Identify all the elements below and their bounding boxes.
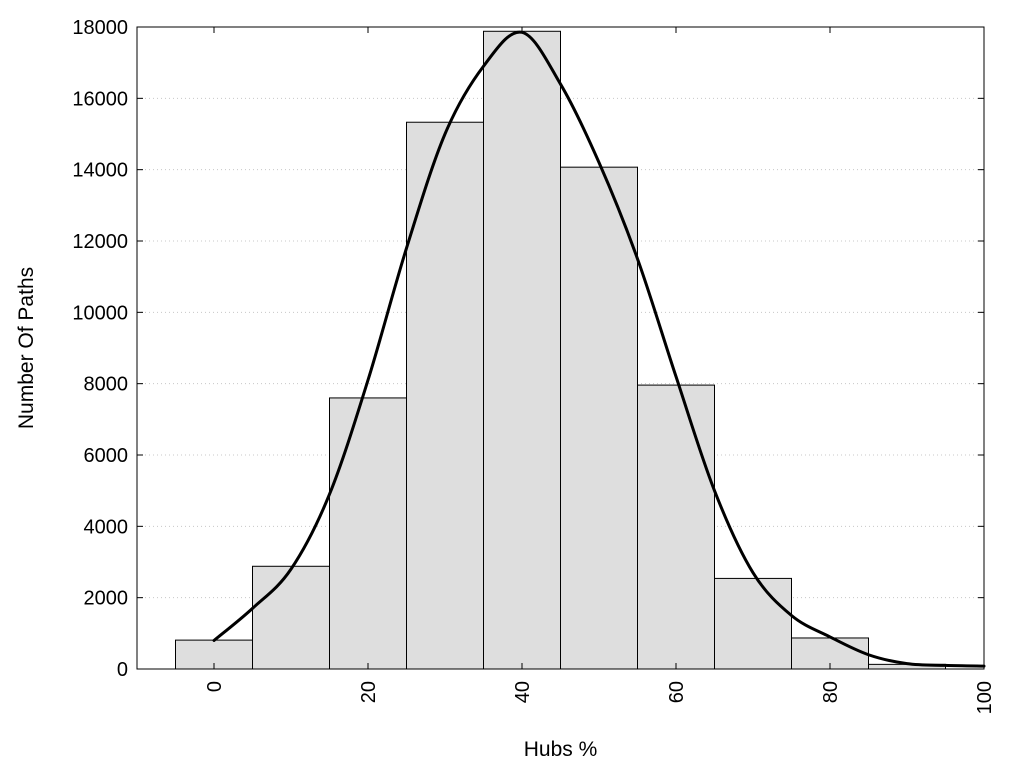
- histogram-bar: [714, 577, 792, 670]
- histogram-bar: [406, 121, 484, 670]
- y-tick-label: 8000: [84, 374, 129, 396]
- x-tick-label: 40: [512, 681, 534, 703]
- x-axis-title: Hubs %: [524, 738, 598, 761]
- histogram-bar: [329, 397, 407, 670]
- x-tick-label: 60: [666, 681, 688, 703]
- plot-frame: [136, 26, 985, 670]
- y-tick-label: 14000: [72, 160, 128, 182]
- histogram-bars: [175, 30, 946, 670]
- density-curve-line: [212, 30, 986, 668]
- y-tick-label: 16000: [72, 88, 128, 110]
- y-tick-label: 2000: [84, 588, 129, 610]
- y-axis-ticks: 0 2000 4000 6000 8000 10000 12000 14000 16000 180…: [72, 17, 984, 681]
- y-tick-label: 6000: [84, 445, 129, 467]
- x-tick-label: 0: [204, 681, 226, 692]
- histogram-bar: [637, 384, 715, 670]
- y-tick-label: 10000: [72, 302, 128, 324]
- x-tick-label: 100: [974, 681, 996, 714]
- histogram-bar: [560, 166, 638, 670]
- histogram-bar: [252, 565, 330, 670]
- y-axis-title: Number Of Paths: [15, 267, 38, 429]
- density-curve: [212, 30, 986, 668]
- y-tick-label: 0: [117, 659, 128, 681]
- y-tick-label: 12000: [72, 231, 128, 253]
- x-axis-ticks: 0 20 40 60 80 100: [204, 27, 996, 714]
- histogram-bar: [483, 30, 561, 670]
- x-tick-label: 20: [358, 681, 380, 703]
- x-tick-label: 80: [820, 681, 842, 703]
- y-tick-label: 4000: [84, 516, 129, 538]
- y-tick-label: 18000: [72, 17, 128, 39]
